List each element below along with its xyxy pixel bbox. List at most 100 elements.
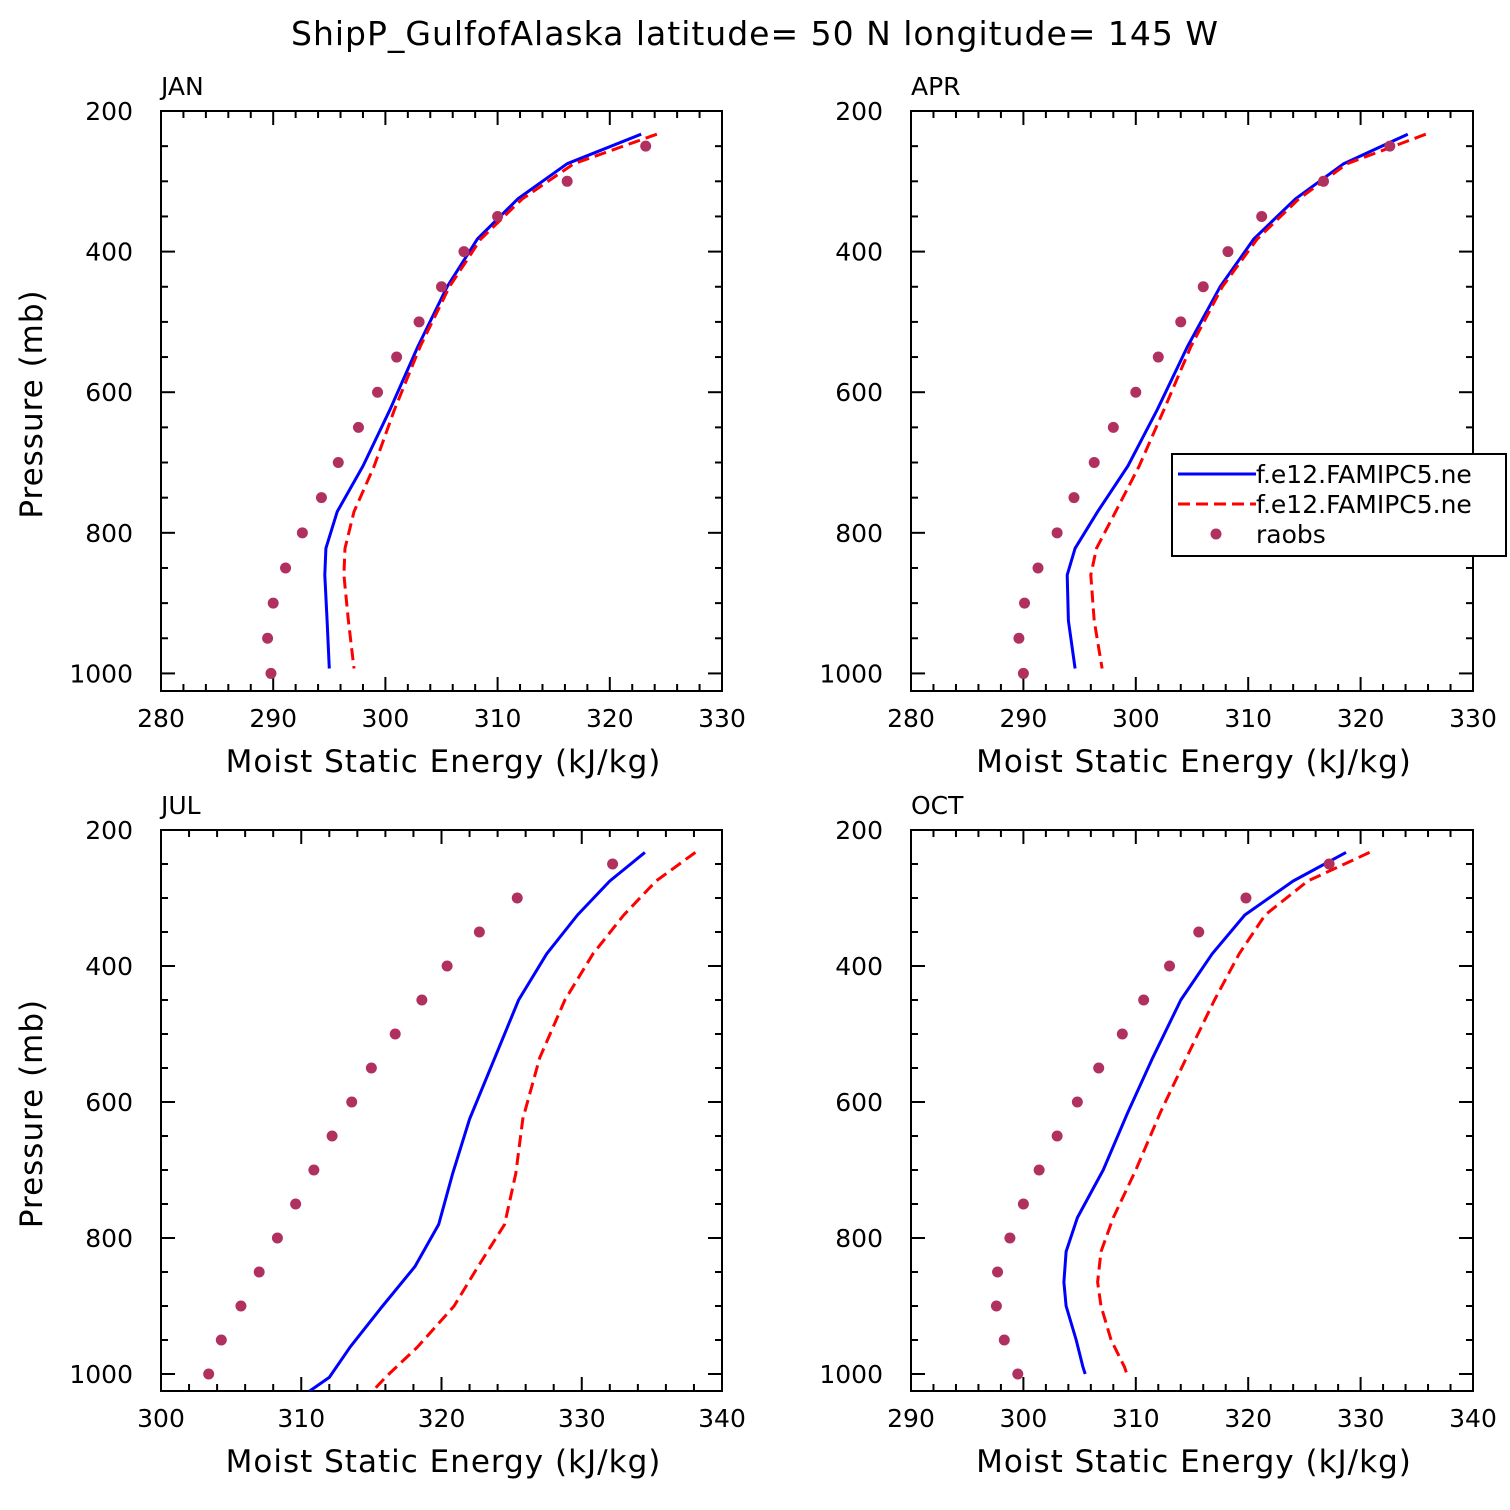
raobs-point xyxy=(1384,140,1396,152)
raobs-point xyxy=(235,1300,247,1312)
raobs-point xyxy=(1017,667,1029,679)
y-tick-label: 1000 xyxy=(69,659,133,688)
x-axis-label: Moist Static Energy (kJ/kg) xyxy=(976,1444,1412,1480)
chart-panel-apr: 280 290 300 310 320 330 200 400 600 800 1000 APR Moi… xyxy=(819,72,1496,780)
raobs-point xyxy=(607,858,619,870)
y-axis-label: Pressure (mb) xyxy=(14,999,50,1228)
panel-title: JUL xyxy=(159,791,201,820)
raobs-point xyxy=(203,1368,215,1380)
raobs-point xyxy=(1033,1164,1045,1176)
raobs-point xyxy=(640,140,652,152)
raobs-point xyxy=(352,421,364,433)
y-tick-label: 400 xyxy=(835,238,883,267)
raobs-point xyxy=(267,597,279,609)
x-tick-label: 330 xyxy=(558,1404,606,1433)
chart-panel-jul: 300 310 320 330 340 200 400 600 800 1000 JUL Moist … xyxy=(14,791,746,1480)
raobs-point xyxy=(308,1164,320,1176)
x-tick-label: 300 xyxy=(137,1404,185,1433)
raobs-point xyxy=(1130,386,1142,398)
raobs-point xyxy=(1256,210,1268,222)
raobs-point xyxy=(1071,1096,1083,1108)
y-tick-label: 800 xyxy=(85,1224,133,1253)
legend-marker xyxy=(1210,528,1222,540)
chart-panel-oct: 290 300 310 320 330 340 200 400 600 800 1000 OCT Moi… xyxy=(819,791,1496,1480)
raobs-point xyxy=(372,386,384,398)
model-line-dashed xyxy=(371,851,697,1391)
x-tick-label: 340 xyxy=(698,1404,746,1433)
raobs-point xyxy=(1093,1062,1105,1074)
x-tick-label: 310 xyxy=(474,704,522,733)
x-tick-label: 280 xyxy=(887,704,935,733)
raobs-point xyxy=(215,1334,227,1346)
model-line-dashed xyxy=(342,132,658,669)
raobs-point xyxy=(1138,994,1150,1006)
figure-title: ShipP_GulfofAlaska latitude= 50 N longit… xyxy=(291,14,1219,53)
raobs-point xyxy=(1068,492,1080,504)
raobs-point xyxy=(1323,858,1335,870)
raobs-point xyxy=(1164,960,1176,972)
raobs-point xyxy=(1222,246,1234,258)
legend-label: f.e12.FAMIPC5.ne xyxy=(1256,490,1472,519)
series-group xyxy=(1013,132,1427,679)
raobs-point xyxy=(1193,926,1205,938)
y-tick-label: 200 xyxy=(835,816,883,845)
model-line-dashed xyxy=(1096,851,1371,1375)
panels: 280 290 300 310 320 330 200 400 600 800 1000 JAN Moi… xyxy=(14,72,1497,1480)
raobs-point xyxy=(346,1096,358,1108)
raobs-point xyxy=(441,960,453,972)
y-tick-label: 200 xyxy=(85,97,133,126)
raobs-point xyxy=(1318,175,1330,187)
y-tick-label: 600 xyxy=(835,1088,883,1117)
model-line-solid xyxy=(308,851,646,1391)
legend-label: f.e12.FAMIPC5.ne xyxy=(1256,460,1472,489)
x-tick-label: 330 xyxy=(1337,1404,1385,1433)
x-tick-label: 300 xyxy=(1112,704,1160,733)
series-group xyxy=(203,851,697,1391)
x-tick-label: 340 xyxy=(1449,1404,1497,1433)
panel-title: OCT xyxy=(911,791,964,820)
x-axis-label: Moist Static Energy (kJ/kg) xyxy=(976,744,1412,780)
raobs-point xyxy=(458,246,470,258)
x-tick-label: 330 xyxy=(1449,704,1497,733)
legend-label: raobs xyxy=(1256,520,1326,549)
raobs-point xyxy=(326,1130,338,1142)
raobs-point xyxy=(253,1266,265,1278)
plot-frame xyxy=(910,829,1474,1392)
y-tick-label: 600 xyxy=(85,1088,133,1117)
raobs-point xyxy=(1013,632,1025,644)
raobs-point xyxy=(992,1266,1004,1278)
x-tick-label: 320 xyxy=(418,1404,466,1433)
x-tick-label: 280 xyxy=(137,704,185,733)
y-tick-label: 200 xyxy=(835,97,883,126)
panel-title: APR xyxy=(911,72,961,101)
raobs-point xyxy=(265,667,277,679)
x-tick-label: 320 xyxy=(586,704,634,733)
raobs-point xyxy=(262,632,274,644)
x-tick-label: 310 xyxy=(1224,704,1272,733)
raobs-point xyxy=(1019,597,1031,609)
raobs-point xyxy=(1197,281,1209,293)
raobs-point xyxy=(1175,316,1187,328)
raobs-point xyxy=(1088,457,1100,469)
series-group xyxy=(262,132,658,679)
y-tick-label: 800 xyxy=(835,519,883,548)
panel-title: JAN xyxy=(159,72,204,101)
plot-frame xyxy=(160,110,723,692)
raobs-point xyxy=(1051,527,1063,539)
raobs-point xyxy=(1004,1232,1016,1244)
plot-frame xyxy=(910,110,1474,692)
raobs-point xyxy=(389,1028,401,1040)
raobs-point xyxy=(280,562,292,574)
raobs-point xyxy=(998,1334,1010,1346)
raobs-point xyxy=(1107,421,1119,433)
x-tick-label: 290 xyxy=(1000,704,1048,733)
model-line-solid xyxy=(1062,851,1347,1375)
x-tick-label: 310 xyxy=(277,1404,325,1433)
raobs-point xyxy=(1017,1198,1029,1210)
legend-box xyxy=(1171,453,1507,557)
raobs-point xyxy=(315,492,327,504)
raobs-point xyxy=(1240,892,1252,904)
y-tick-label: 600 xyxy=(835,378,883,407)
raobs-point xyxy=(436,281,447,293)
